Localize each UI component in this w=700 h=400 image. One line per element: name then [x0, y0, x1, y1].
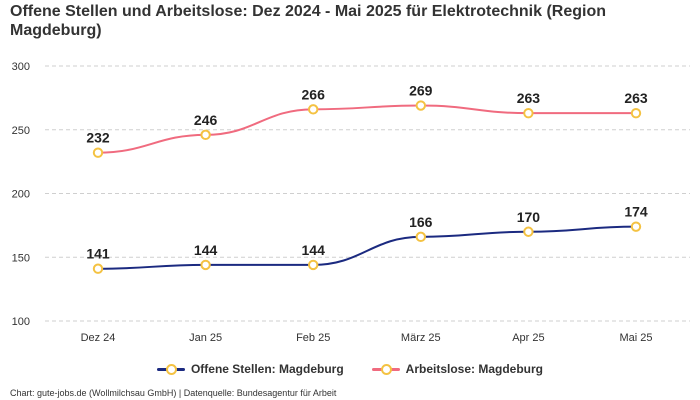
series-line [97, 225, 637, 270]
legend: Offene Stellen: Magdeburg Arbeitslose: M… [0, 362, 700, 376]
data-label: 174 [624, 204, 648, 220]
legend-swatch-icon [156, 363, 185, 375]
data-point [308, 259, 319, 271]
data-point [415, 100, 426, 111]
y-tick-label: 250 [12, 125, 30, 137]
x-tick-label: Mai 25 [619, 332, 652, 344]
series-lines [97, 104, 637, 270]
data-label: 166 [409, 214, 433, 230]
data-point [523, 226, 534, 237]
legend-label: Offene Stellen: Magdeburg [190, 362, 344, 376]
data-point [92, 147, 104, 158]
legend-label: Arbeitslose: Magdeburg [405, 362, 544, 376]
data-point [308, 104, 319, 115]
data-points [92, 100, 642, 274]
y-tick-label: 200 [12, 189, 30, 201]
legend-item-arbeitslose[interactable]: Arbeitslose: Magdeburg [371, 362, 544, 376]
data-point [630, 221, 642, 232]
x-tick-label: Dez 24 [81, 332, 116, 344]
legend-item-offene-stellen[interactable]: Offene Stellen: Magdeburg [156, 362, 344, 376]
data-label: 246 [194, 112, 218, 128]
grid-lines [45, 65, 690, 322]
data-label: 144 [302, 242, 326, 258]
x-tick-label: März 25 [401, 332, 441, 344]
data-point [415, 231, 426, 243]
data-label: 170 [517, 209, 541, 225]
series-line [97, 104, 637, 154]
data-label: 263 [624, 90, 648, 106]
data-point [630, 107, 642, 119]
data-label: 144 [194, 242, 218, 258]
chart-title: Offene Stellen und Arbeitslose: Dez 2024… [10, 3, 606, 39]
data-point [200, 129, 211, 141]
y-tick-label: 150 [12, 252, 30, 264]
legend-swatch-icon [371, 363, 400, 375]
x-tick-label: Feb 25 [296, 332, 330, 344]
data-label: 263 [517, 90, 541, 106]
y-tick-label: 300 [12, 61, 30, 73]
data-label: 232 [86, 130, 110, 146]
data-labels: 141 144 144 166 170 174 232 246 266 269 263 263 [86, 83, 648, 262]
data-point [200, 259, 211, 271]
x-tick-label: Jan 25 [189, 332, 222, 344]
x-tick-label: Apr 25 [512, 332, 544, 344]
source-note: Chart: gute-jobs.de (Wollmilchsau GmbH) … [10, 388, 337, 398]
data-label: 266 [302, 86, 326, 102]
x-axis: Dez 24 Jan 25 Feb 25 März 25 Apr 25 Mai 25 [81, 332, 653, 344]
data-point [523, 107, 534, 119]
data-label: 141 [86, 246, 110, 262]
y-axis: 100 150 200 250 300 [12, 61, 30, 328]
data-label: 269 [409, 83, 433, 99]
data-point [92, 263, 104, 274]
y-tick-label: 100 [12, 316, 30, 328]
